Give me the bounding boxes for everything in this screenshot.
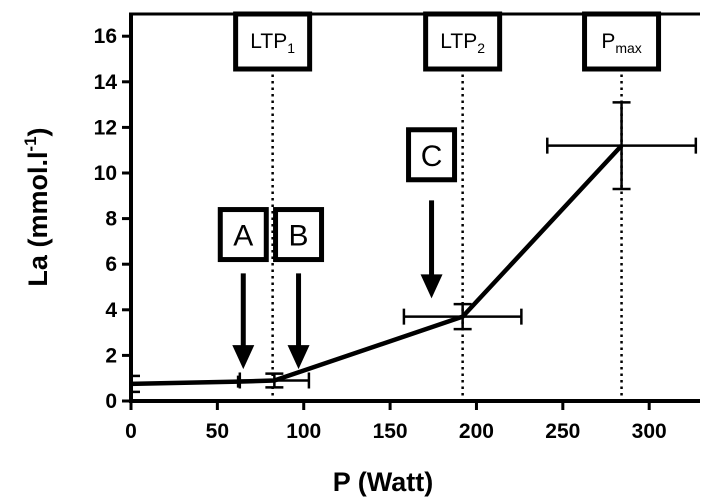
x-tick-label: 300 (632, 420, 667, 443)
y-ticks: 0 2 4 6 8 10 12 14 16 (94, 25, 131, 413)
x-tick-label: 150 (373, 420, 408, 443)
y-tick-label: 6 (105, 253, 117, 276)
data-point (238, 372, 311, 389)
threshold-label-main: LTP (250, 30, 287, 53)
threshold-label-main: P (601, 30, 615, 53)
threshold-lines (271, 68, 623, 401)
y-axis-title-tail: ) (23, 127, 53, 136)
data-point (129, 374, 145, 394)
data-point (546, 101, 698, 191)
x-ticks: 0 50 100 150 200 250 300 (125, 401, 667, 443)
error-bars (129, 101, 698, 394)
y-axis-title-sup: -1 (21, 136, 40, 151)
annotation-a: A (217, 207, 269, 370)
threshold-label: Pmax (601, 30, 641, 56)
threshold-boxes: LTP1 LTP2 Pmax (233, 11, 662, 72)
axes (129, 12, 700, 403)
series-line-group (130, 144, 624, 387)
annotation-box (406, 127, 458, 183)
y-tick-label: 14 (94, 71, 118, 94)
annotation-letter: B (289, 220, 309, 253)
y-axis-title: La (mmol.l-1) (21, 127, 53, 286)
y-tick-label: 12 (94, 116, 117, 139)
x-tick-label: 0 (125, 420, 137, 443)
annotation-letter: A (233, 220, 253, 253)
threshold-label-sub: max (615, 40, 641, 56)
x-tick-label: 50 (206, 420, 229, 443)
threshold-label: LTP2 (440, 30, 485, 56)
data-point (402, 302, 523, 331)
annotation-arrow-head (420, 274, 443, 299)
annotation-arrow-head (287, 345, 310, 370)
y-tick-label: 0 (105, 390, 117, 413)
annotation-letter: C (421, 140, 443, 173)
threshold-label-sub: 2 (477, 40, 485, 56)
annotation-arrow-head (232, 345, 255, 370)
y-tick-label: 2 (105, 344, 117, 367)
threshold-label-box (582, 11, 662, 72)
x-axis-title: P (Watt) (333, 467, 434, 497)
threshold-label-box (233, 11, 313, 72)
threshold-label-box (423, 11, 503, 72)
x-tick-label: 250 (545, 420, 580, 443)
y-axis-title-main: La (mmol.l (23, 152, 53, 287)
annotation-arrows: A B C (217, 127, 458, 370)
threshold-label: LTP1 (250, 30, 295, 56)
y-tick-label: 10 (94, 162, 117, 185)
annotation-c: C (406, 127, 458, 299)
threshold-label-sub: 1 (287, 40, 295, 56)
threshold-label-main: LTP (440, 30, 477, 53)
annotation-box (217, 207, 269, 263)
y-tick-label: 4 (105, 299, 117, 322)
annotation-box (273, 207, 325, 263)
x-tick-label: 200 (459, 420, 494, 443)
y-tick-label: 16 (94, 25, 117, 48)
series-line (130, 144, 624, 387)
y-tick-label: 8 (105, 208, 117, 231)
x-tick-label: 100 (286, 420, 321, 443)
annotation-b: B (273, 207, 325, 370)
